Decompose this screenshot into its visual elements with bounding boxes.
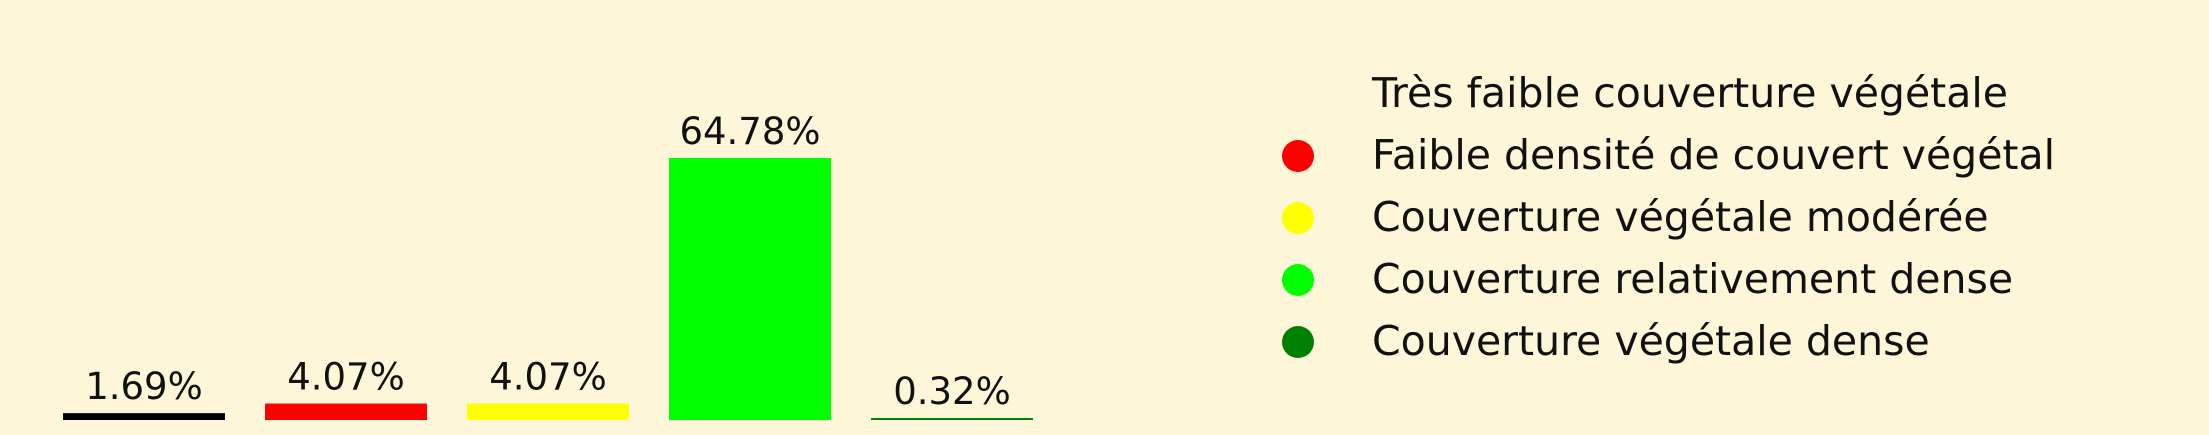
legend-marker-2 xyxy=(1282,140,1314,172)
legend-marker-5 xyxy=(1282,326,1314,358)
legend-marker-3 xyxy=(1282,202,1314,234)
legend-label-3: Couverture végétale modérée xyxy=(1372,193,1989,241)
legend-label-2: Faible densité de couvert végétal xyxy=(1372,131,2055,179)
bar-value-label-1: 1.69% xyxy=(85,365,203,408)
legend-marker-4 xyxy=(1282,264,1314,296)
bar-5 xyxy=(871,418,1033,420)
bar-group: 1.69% 4.07% 4.07% 64.78% 0.32% xyxy=(63,110,1033,420)
bar-value-label-2: 4.07% xyxy=(287,356,405,399)
bar-value-label-3: 4.07% xyxy=(489,356,607,399)
legend-label-4: Couverture relativement dense xyxy=(1372,255,2013,303)
legend-label-1: Très faible couverture végétale xyxy=(1371,69,2008,117)
bar-value-label-5: 0.32% xyxy=(893,370,1011,413)
bar-value-label-4: 64.78% xyxy=(679,110,820,153)
bar-3 xyxy=(467,403,629,420)
legend: Très faible couverture végétale Faible de… xyxy=(1282,69,2055,365)
bar-2 xyxy=(265,403,427,420)
bar-1 xyxy=(63,413,225,420)
legend-label-5: Couverture végétale dense xyxy=(1372,317,1930,365)
bar-4 xyxy=(669,158,831,420)
